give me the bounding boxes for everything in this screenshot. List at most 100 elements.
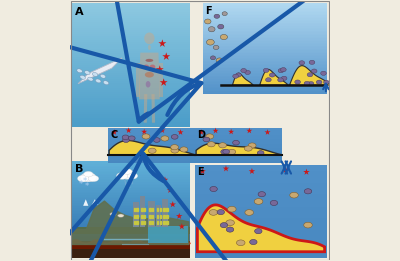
- Bar: [72, 79, 190, 81]
- Bar: [202, 34, 327, 35]
- Polygon shape: [136, 63, 140, 97]
- Bar: [195, 169, 327, 171]
- Bar: [72, 190, 190, 192]
- Bar: [202, 15, 327, 17]
- Bar: [108, 144, 195, 145]
- Bar: [160, 208, 161, 211]
- Ellipse shape: [123, 138, 129, 143]
- Polygon shape: [178, 129, 184, 135]
- Bar: [163, 215, 165, 218]
- Bar: [195, 140, 282, 141]
- Bar: [195, 247, 327, 249]
- Ellipse shape: [221, 150, 228, 154]
- Bar: [195, 244, 327, 246]
- Bar: [202, 25, 327, 26]
- Bar: [195, 207, 327, 208]
- Bar: [195, 144, 282, 145]
- Bar: [72, 38, 190, 40]
- Ellipse shape: [80, 75, 86, 79]
- Bar: [72, 213, 190, 215]
- Polygon shape: [167, 187, 173, 193]
- Ellipse shape: [146, 81, 150, 87]
- Ellipse shape: [220, 223, 228, 228]
- Bar: [72, 175, 190, 177]
- Ellipse shape: [122, 135, 129, 140]
- Bar: [152, 208, 153, 211]
- Bar: [195, 173, 327, 174]
- Bar: [108, 156, 195, 157]
- Polygon shape: [223, 165, 229, 171]
- Bar: [163, 208, 165, 211]
- Bar: [195, 176, 327, 177]
- Bar: [108, 138, 195, 139]
- Ellipse shape: [146, 59, 153, 62]
- Ellipse shape: [269, 73, 275, 77]
- Bar: [72, 67, 190, 69]
- Bar: [72, 185, 190, 187]
- Ellipse shape: [270, 200, 278, 205]
- Polygon shape: [78, 58, 122, 84]
- Ellipse shape: [210, 186, 217, 192]
- Bar: [195, 221, 327, 222]
- Polygon shape: [152, 94, 155, 123]
- Bar: [202, 93, 327, 94]
- Bar: [195, 191, 327, 193]
- Ellipse shape: [213, 45, 219, 50]
- Ellipse shape: [203, 137, 210, 142]
- Bar: [195, 174, 327, 176]
- Bar: [195, 249, 327, 251]
- Ellipse shape: [110, 212, 116, 216]
- Bar: [195, 138, 282, 139]
- Bar: [195, 193, 327, 194]
- Ellipse shape: [77, 69, 82, 73]
- Bar: [202, 90, 327, 91]
- Bar: [72, 61, 190, 63]
- Bar: [72, 221, 190, 223]
- Bar: [163, 221, 165, 224]
- Bar: [72, 250, 190, 252]
- Bar: [72, 211, 190, 213]
- Ellipse shape: [233, 74, 238, 78]
- Polygon shape: [303, 169, 310, 175]
- Ellipse shape: [148, 45, 151, 50]
- Bar: [202, 85, 327, 87]
- Bar: [72, 122, 190, 124]
- Bar: [72, 163, 190, 164]
- Bar: [72, 172, 190, 174]
- Ellipse shape: [219, 143, 226, 148]
- Bar: [72, 203, 190, 205]
- Ellipse shape: [204, 19, 211, 24]
- Bar: [72, 244, 190, 258]
- Bar: [72, 205, 190, 206]
- Ellipse shape: [263, 68, 269, 73]
- Bar: [202, 38, 327, 40]
- Bar: [195, 165, 327, 166]
- Bar: [144, 215, 146, 218]
- Bar: [202, 19, 327, 20]
- Bar: [108, 135, 195, 136]
- Bar: [108, 128, 195, 129]
- Bar: [202, 78, 327, 79]
- Bar: [134, 215, 135, 218]
- Text: *: *: [85, 182, 89, 191]
- Bar: [72, 234, 190, 235]
- Bar: [72, 77, 190, 79]
- Bar: [72, 180, 190, 182]
- Ellipse shape: [220, 34, 228, 40]
- Bar: [72, 3, 190, 5]
- Bar: [72, 69, 190, 71]
- Bar: [202, 12, 327, 14]
- Bar: [195, 235, 327, 236]
- Bar: [108, 148, 195, 149]
- Bar: [195, 154, 282, 155]
- Bar: [195, 232, 327, 233]
- Polygon shape: [249, 168, 255, 174]
- Bar: [195, 190, 327, 191]
- Ellipse shape: [216, 58, 223, 63]
- Ellipse shape: [278, 69, 284, 73]
- Ellipse shape: [217, 210, 224, 215]
- Bar: [149, 208, 151, 211]
- Bar: [72, 164, 190, 166]
- Bar: [202, 40, 327, 41]
- Ellipse shape: [278, 78, 283, 82]
